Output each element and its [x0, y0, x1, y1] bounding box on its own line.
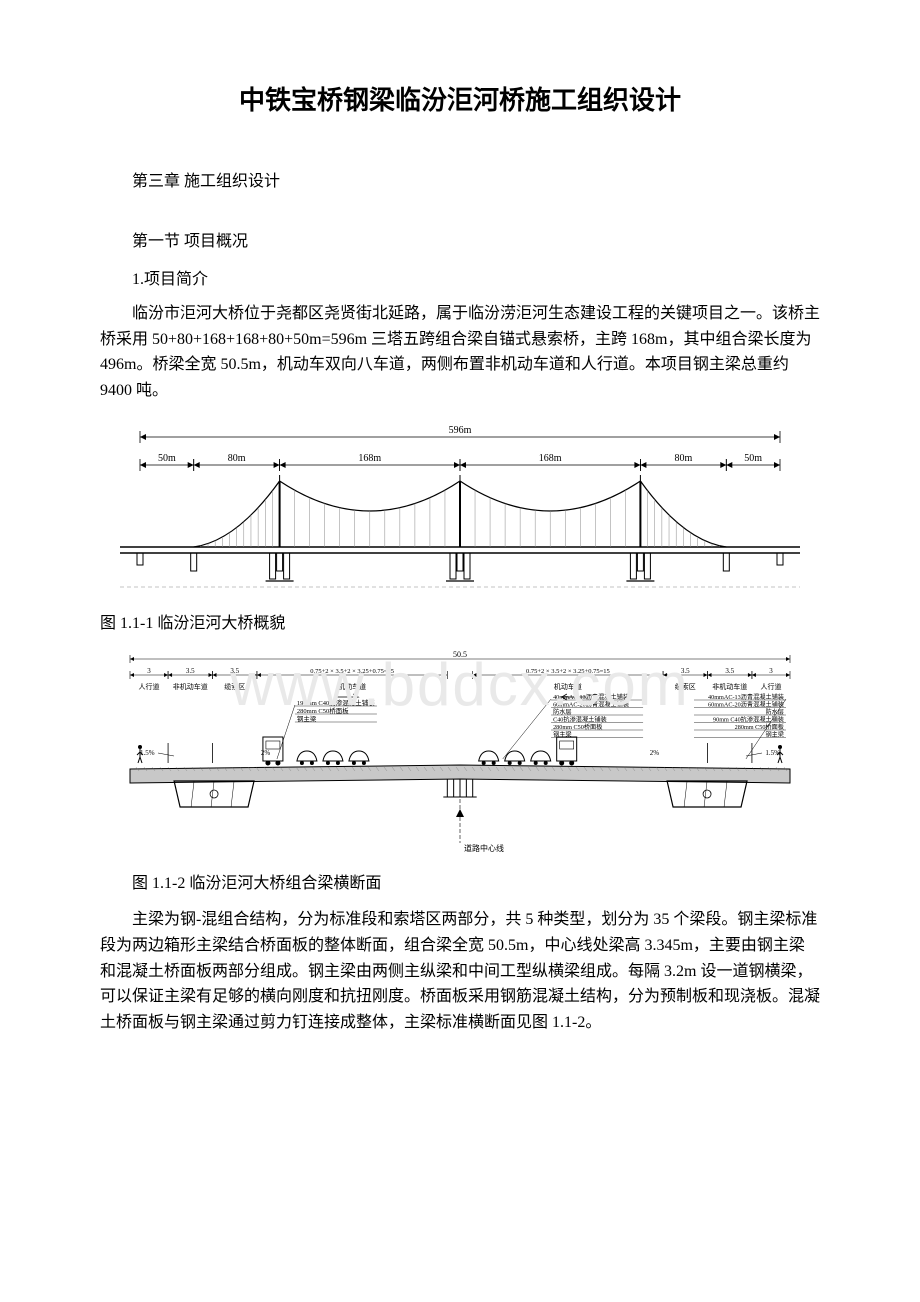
svg-text:钢主梁: 钢主梁 [297, 714, 317, 723]
svg-text:3.5: 3.5 [725, 667, 734, 675]
svg-text:非机动车道: 非机动车道 [173, 682, 208, 691]
svg-text:80m: 80m [674, 453, 692, 464]
svg-text:防水层: 防水层 [553, 708, 572, 716]
svg-text:人行道: 人行道 [139, 682, 160, 691]
subsection-heading: 1.项目简介 [100, 265, 820, 289]
section-heading: 第一节 项目概况 [100, 227, 820, 251]
svg-text:3: 3 [769, 667, 773, 675]
svg-text:1.5%: 1.5% [140, 749, 155, 757]
figure1-caption: 图 1.1-1 临汾洰河大桥概貌 [100, 609, 820, 633]
svg-text:3.5: 3.5 [186, 667, 195, 675]
paragraph-intro: 临汾市洰河大桥位于尧都区尧贤街北延路，属于临汾涝洰河生态建设工程的关键项目之一。… [100, 301, 820, 403]
svg-text:0.75+2 × 3.5+2 × 3.25+0.75=15: 0.75+2 × 3.5+2 × 3.25+0.75=15 [310, 668, 394, 675]
svg-text:60mmAC-20沥青混凝土铺装: 60mmAC-20沥青混凝土铺装 [708, 701, 784, 709]
svg-text:3: 3 [147, 667, 151, 675]
svg-text:60mmAC-20沥青混凝土铺装: 60mmAC-20沥青混凝土铺装 [553, 701, 629, 709]
figure-bridge-elevation: 596m 50m 80m 168m 168m 80m 50m [100, 417, 820, 597]
svg-text:50m: 50m [744, 453, 762, 464]
paragraph-body: 主梁为钢-混组合结构，分为标准段和索塔区两部分，共 5 种类型，划分为 35 个… [100, 907, 820, 1035]
chapter-heading: 第三章 施工组织设计 [100, 167, 820, 191]
svg-text:40mmAC-13沥青混凝土铺装: 40mmAC-13沥青混凝土铺装 [553, 693, 629, 701]
svg-text:168m: 168m [539, 453, 562, 464]
svg-text:2%: 2% [261, 749, 271, 757]
figure-cross-section: 50.5 3 3.5 3.5 3.5 3.5 3 0.75+2 × 3.5+2 × 3.25+… [100, 647, 820, 857]
cross-section-svg: 50.5 3 3.5 3.5 3.5 3.5 3 0.75+2 × 3.5+2 × 3.25+… [100, 647, 820, 857]
svg-text:90mm C40抗渗混凝土铺装: 90mm C40抗渗混凝土铺装 [713, 716, 784, 724]
svg-text:190mm C40防渗混凝土铺装: 190mm C40防渗混凝土铺装 [297, 698, 375, 707]
svg-text:280mm C50桥面板: 280mm C50桥面板 [297, 706, 349, 715]
svg-text:596m: 596m [449, 425, 472, 436]
svg-text:钢主梁: 钢主梁 [765, 731, 784, 739]
svg-text:80m: 80m [228, 453, 246, 464]
svg-text:缆索区: 缆索区 [675, 682, 696, 691]
document-title: 中铁宝桥钢梁临汾洰河桥施工组织设计 [100, 80, 820, 117]
svg-text:机动车道: 机动车道 [338, 682, 366, 691]
svg-text:168m: 168m [358, 453, 381, 464]
svg-text:50m: 50m [158, 453, 176, 464]
svg-text:道路中心线: 道路中心线 [464, 843, 504, 853]
bridge-elevation-svg: 596m 50m 80m 168m 168m 80m 50m [100, 417, 820, 597]
svg-text:1.5%: 1.5% [765, 749, 780, 757]
svg-text:C40抗渗混凝土铺装: C40抗渗混凝土铺装 [553, 716, 607, 724]
svg-text:280mm C50桥面板: 280mm C50桥面板 [553, 723, 602, 731]
figure2-caption: 图 1.1-2 临汾洰河大桥组合梁横断面 [100, 869, 820, 893]
svg-text:防水层: 防水层 [765, 708, 784, 716]
svg-text:非机动车道: 非机动车道 [712, 682, 747, 691]
svg-text:50.5: 50.5 [453, 650, 467, 659]
svg-text:人行道: 人行道 [760, 682, 781, 691]
svg-text:缆索区: 缆索区 [224, 682, 245, 691]
svg-text:机动车道: 机动车道 [554, 682, 582, 691]
svg-text:2%: 2% [650, 749, 660, 757]
svg-text:3.5: 3.5 [230, 667, 239, 675]
svg-text:280mm C50桥面板: 280mm C50桥面板 [735, 723, 784, 731]
svg-text:40mmAC-13沥青混凝土铺装: 40mmAC-13沥青混凝土铺装 [708, 693, 784, 701]
svg-text:0.75+2 × 3.5+2 × 3.25+0.75=15: 0.75+2 × 3.5+2 × 3.25+0.75=15 [526, 668, 610, 675]
svg-text:3.5: 3.5 [681, 667, 690, 675]
